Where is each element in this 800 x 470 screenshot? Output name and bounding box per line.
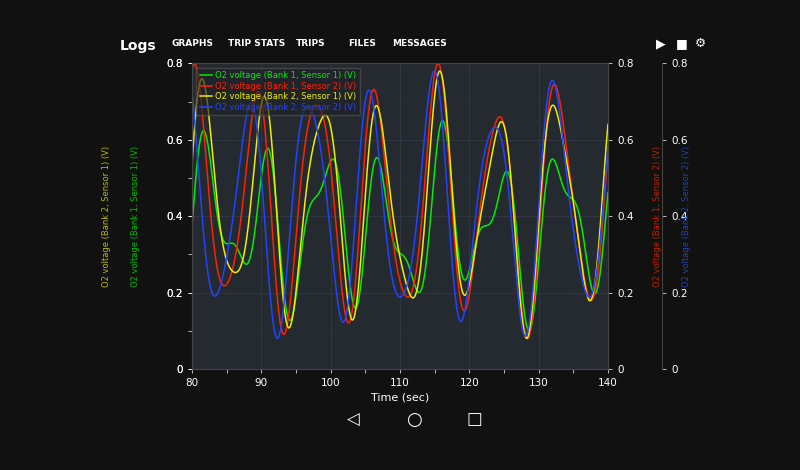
Text: TRIPS: TRIPS — [296, 39, 326, 48]
Text: MESSAGES: MESSAGES — [392, 39, 446, 48]
Text: ◁: ◁ — [347, 410, 360, 429]
Text: O2 voltage (Bank 1, Sensor 1) (V): O2 voltage (Bank 1, Sensor 1) (V) — [131, 146, 141, 287]
Text: ⚙: ⚙ — [694, 37, 706, 50]
Text: ○: ○ — [406, 410, 422, 429]
Text: TRIP STATS: TRIP STATS — [228, 39, 286, 48]
X-axis label: Time (sec): Time (sec) — [371, 392, 429, 402]
Text: ▶: ▶ — [656, 37, 666, 50]
Text: □: □ — [466, 410, 482, 429]
Text: GRAPHS: GRAPHS — [172, 39, 214, 48]
Text: FILES: FILES — [348, 39, 376, 48]
Text: O2 voltage (Bank 1, Sensor 2) (V): O2 voltage (Bank 1, Sensor 2) (V) — [653, 146, 662, 287]
Legend: O2 voltage (Bank 1, Sensor 1) (V), O2 voltage (Bank 1, Sensor 2) (V), O2 voltage: O2 voltage (Bank 1, Sensor 1) (V), O2 vo… — [196, 68, 360, 115]
Text: O2 voltage (Bank 2, Sensor 2) (V): O2 voltage (Bank 2, Sensor 2) (V) — [682, 146, 691, 287]
Text: Logs: Logs — [120, 39, 157, 53]
Text: ■: ■ — [676, 37, 688, 50]
Text: O2 voltage (Bank 2, Sensor 1) (V): O2 voltage (Bank 2, Sensor 1) (V) — [102, 146, 111, 287]
